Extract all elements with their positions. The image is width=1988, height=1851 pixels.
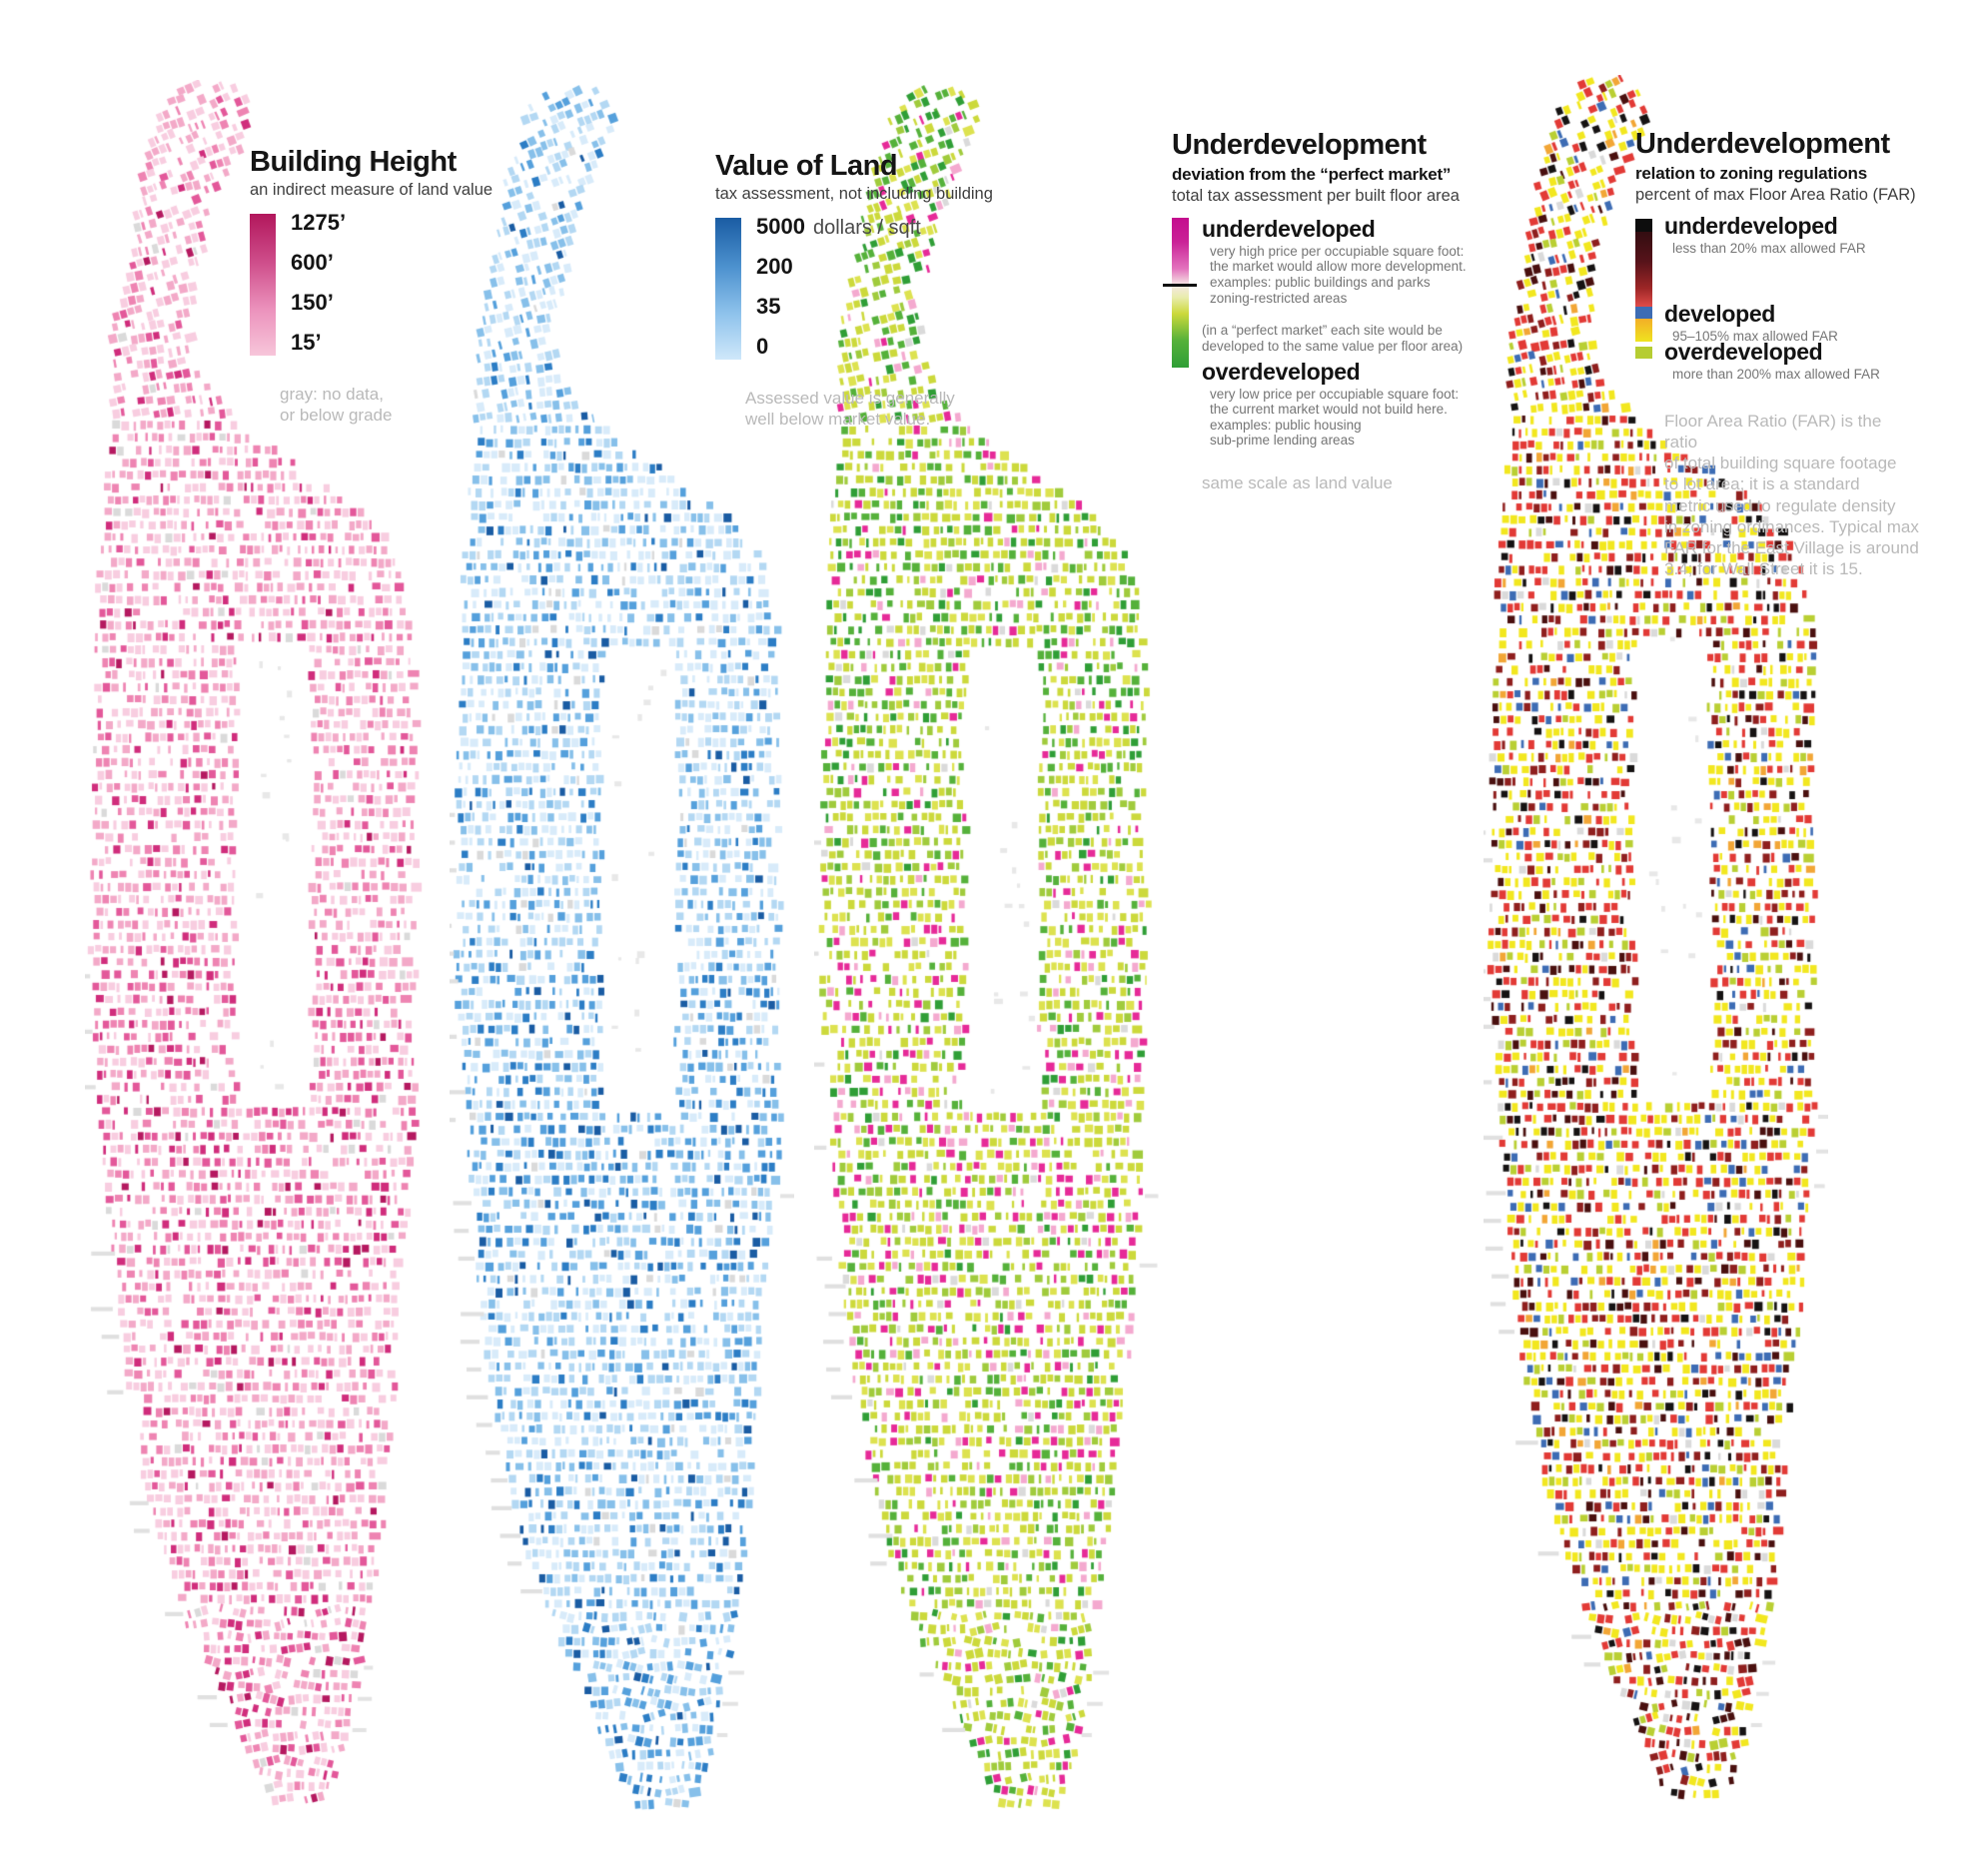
- legend4-title: Underdevelopment: [1635, 128, 1890, 160]
- perfect-market-note: (in a “perfect market” each site would b…: [1202, 323, 1464, 354]
- value-gradient-bar: [715, 217, 741, 360]
- far-overdeveloped-desc: more than 200% max allowed FAR: [1672, 366, 1880, 382]
- map-underdevelopment-zoning: [1484, 75, 1828, 1808]
- legend1-title: Building Height: [250, 146, 457, 178]
- perfect-market-tick: [1163, 283, 1197, 287]
- underdeveloped-heading: underdeveloped: [1202, 215, 1376, 242]
- far-color-column: [1635, 218, 1652, 369]
- value-scale-200: 200: [756, 253, 793, 279]
- height-scale-600: 600’: [291, 249, 334, 275]
- legend1-note: gray: no data, or below grade: [280, 384, 393, 425]
- overdeveloped-description: very low price per occupiable square foo…: [1210, 386, 1460, 449]
- value-scale-unit: dollars / sqft: [812, 216, 921, 239]
- far-overdeveloped-swatch: [1635, 346, 1652, 359]
- far-underdeveloped-swatch: [1635, 218, 1652, 232]
- legend3-title: Underdevelopment: [1172, 129, 1427, 161]
- map-building-height: [85, 80, 430, 1813]
- legend4-far-note: Floor Area Ratio (FAR) is the ratio of t…: [1664, 411, 1919, 579]
- far-developed-label: developed: [1664, 300, 1776, 327]
- height-scale-min: 15’: [291, 329, 322, 355]
- legend-underdevelopment-zoning: Underdevelopment relation to zoning regu…: [1635, 128, 1970, 580]
- underdeveloped-description: very high price per occupiable square fo…: [1210, 243, 1467, 306]
- far-underdeveloped-desc: less than 20% max allowed FAR: [1672, 240, 1866, 256]
- legend3-subtitle-bold: deviation from the “perfect market”: [1172, 164, 1452, 184]
- height-scale-150: 150’: [291, 289, 334, 315]
- legend2-subtitle: tax assessment, not including building: [715, 184, 993, 203]
- height-scale-max: 1275’: [291, 209, 347, 235]
- value-scale-max: 5000 dollars / sqft: [756, 214, 921, 240]
- legend3-subtitle: total tax assessment per built floor are…: [1172, 186, 1460, 205]
- far-dark-gradient: [1635, 231, 1652, 307]
- legend-underdevelopment-market: Underdevelopment deviation from the “per…: [1163, 129, 1501, 493]
- value-scale-35: 35: [756, 293, 781, 319]
- far-developed-swatch: [1635, 306, 1652, 319]
- market-gradient-bar: [1163, 217, 1197, 450]
- legend-value-of-land: Value of Land tax assessment, not includ…: [715, 150, 995, 430]
- map-underdevelopment-market: [814, 85, 1159, 1818]
- legend4-subtitle-bold: relation to zoning regulations: [1635, 163, 1868, 183]
- value-scale-max-number: 5000: [756, 213, 805, 239]
- overdeveloped-heading: overdeveloped: [1202, 358, 1361, 385]
- legend1-subtitle: an indirect measure of land value: [250, 180, 494, 199]
- legend4-subtitle: percent of max Floor Area Ratio (FAR): [1635, 185, 1916, 204]
- legend3-footnote: same scale as land value: [1202, 473, 1393, 493]
- legend2-note: Assessed value is generally well below m…: [745, 388, 955, 429]
- far-yellow-gradient: [1635, 318, 1652, 342]
- value-scale-0: 0: [756, 333, 769, 359]
- far-underdeveloped-label: underdeveloped: [1664, 212, 1838, 239]
- map-value-of-land: [450, 85, 794, 1818]
- height-gradient-bar: [250, 213, 276, 356]
- far-overdeveloped-label: overdeveloped: [1664, 338, 1823, 365]
- legend2-title: Value of Land: [715, 150, 898, 182]
- legend-building-height: Building Height an indirect measure of l…: [250, 146, 519, 426]
- far-developed-desc: 95–105% max allowed FAR: [1672, 328, 1838, 344]
